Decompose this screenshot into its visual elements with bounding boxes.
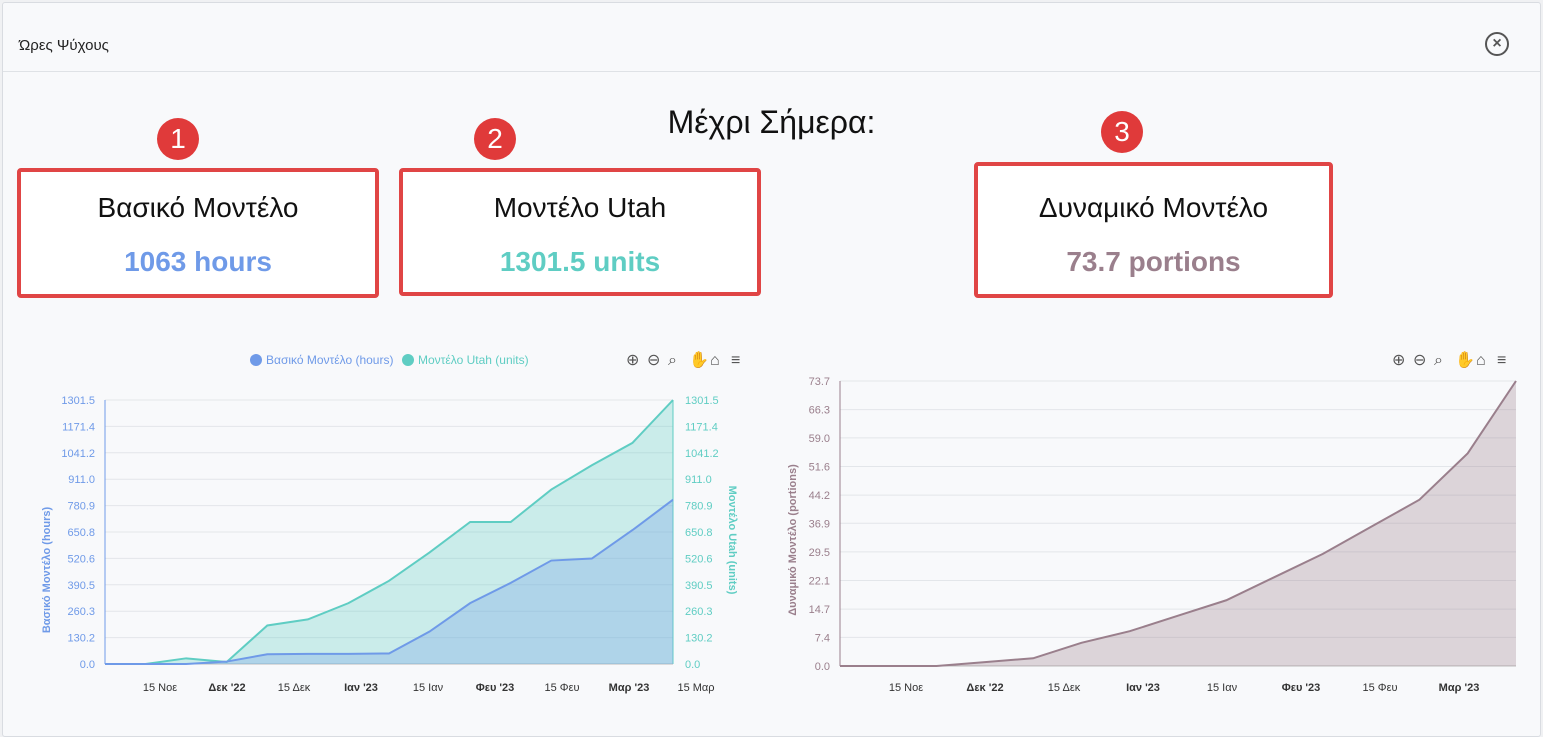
y-tick-label-right: 260.3 — [685, 606, 713, 618]
area-series — [105, 499, 673, 664]
x-tick-label: Μαρ '23 — [609, 682, 650, 694]
menu-icon[interactable]: ≡ — [1497, 352, 1506, 369]
card-value: 1063 hours — [124, 246, 272, 277]
pan-icon[interactable]: ✋ — [689, 350, 709, 369]
y-tick-label: 51.6 — [809, 461, 830, 473]
y-tick-label-right: 390.5 — [685, 580, 713, 592]
x-tick-label: 15 Δεκ — [278, 682, 311, 694]
x-tick-label: 15 Δεκ — [1048, 682, 1081, 694]
card-title: Μοντέλο Utah — [493, 192, 667, 223]
y-tick-label-left: 780.9 — [67, 501, 95, 513]
x-tick-label: 15 Φευ — [1363, 682, 1398, 694]
area-series — [105, 400, 673, 664]
x-tick-label: 15 Νοε — [143, 682, 177, 694]
chart-dynamic: ⊕ ⊖ ⌕ ✋ ⌂ ≡ 0.0 7.4 14.7 22.1 29.5 36.9 44.2 51.6 59.… — [787, 350, 1517, 694]
x-tick-label: 15 Νοε — [889, 682, 923, 694]
card-dynamic-model: Δυναμικό Μοντέλο 73.7 portions — [974, 162, 1333, 298]
x-tick-label: 15 Φευ — [545, 682, 580, 694]
badge-2: 2 — [474, 118, 516, 160]
home-icon[interactable]: ⌂ — [1476, 352, 1486, 369]
y-tick-label-left: 1171.4 — [62, 421, 95, 433]
line-series — [105, 399, 674, 665]
badge-3: 3 — [1101, 111, 1143, 153]
selection-zoom-icon[interactable]: ⌕ — [668, 352, 677, 369]
zoom-in-icon[interactable]: ⊕ — [1392, 352, 1405, 369]
zoom-out-icon[interactable]: ⊖ — [1413, 352, 1426, 369]
y-tick-label: 22.1 — [809, 576, 830, 588]
page-title: Μέχρι Σήμερα: — [667, 104, 876, 140]
y-tick-label-right: 780.9 — [685, 501, 713, 513]
y-tick-label-left: 390.5 — [67, 580, 95, 592]
y-tick-label-left: 1041.2 — [61, 448, 95, 460]
x-tick-label: 15 Ιαν — [413, 682, 444, 694]
y-tick-label: 7.4 — [815, 632, 830, 644]
y-tick-label-left: 911.0 — [68, 474, 95, 486]
y-tick-label-left: 650.8 — [67, 527, 95, 539]
x-tick-label: Δεκ '22 — [208, 682, 245, 694]
y-tick-label-right: 911.0 — [685, 474, 712, 486]
card-value: 1301.5 units — [499, 246, 661, 277]
chart-legend: Βασικό Μοντέλο (hours) Μοντέλο Utah (uni… — [250, 353, 529, 367]
y-tick-label: 66.3 — [809, 405, 830, 417]
legend-label-utah[interactable]: Μοντέλο Utah (units) — [418, 353, 529, 367]
x-tick-label: Φευ '23 — [1282, 682, 1321, 694]
y-axis-label-right: Μοντέλο Utah (units) — [726, 486, 738, 595]
y-tick-label: 29.5 — [809, 547, 830, 559]
y-tick-label-right: 130.2 — [685, 633, 713, 645]
x-tick-label: Δεκ '22 — [966, 682, 1003, 694]
area-series — [840, 381, 1516, 666]
legend-label-basic[interactable]: Βασικό Μοντέλο (hours) — [266, 353, 393, 367]
y-tick-label-left: 0.0 — [80, 659, 95, 671]
y-tick-label: 59.0 — [809, 433, 830, 445]
pan-icon[interactable]: ✋ — [1455, 350, 1475, 369]
y-tick-label: 44.2 — [809, 490, 830, 502]
y-tick-label-right: 1301.5 — [685, 395, 719, 407]
y-axis-label-left: Βασικό Μοντέλο (hours) — [41, 506, 53, 633]
card-utah-model: Μοντέλο Utah 1301.5 units — [399, 168, 761, 296]
card-title: Δυναμικό Μοντέλο — [1038, 192, 1269, 223]
legend-marker-basic — [250, 354, 262, 366]
zoom-in-icon[interactable]: ⊕ — [626, 352, 639, 369]
close-icon[interactable]: × — [1485, 32, 1509, 56]
card-value: 73.7 portions — [1066, 246, 1241, 277]
card-basic-model: Βασικό Μοντέλο 1063 hours — [17, 168, 379, 298]
y-tick-label-left: 520.6 — [67, 553, 95, 565]
card-title: Βασικό Μοντέλο — [97, 192, 299, 223]
y-tick-label-right: 0.0 — [685, 659, 700, 671]
line-series — [840, 380, 1517, 667]
chart-toolbar: ⊕ ⊖ ⌕ ✋ ⌂ ≡ — [1392, 350, 1506, 369]
y-tick-label-left: 1301.5 — [61, 395, 95, 407]
chart-basic-utah: Βασικό Μοντέλο (hours) Μοντέλο Utah (uni… — [41, 350, 740, 694]
x-tick-label: Φευ '23 — [476, 682, 515, 694]
x-tick-label: Μαρ '23 — [1439, 682, 1480, 694]
y-tick-label: 14.7 — [809, 604, 830, 616]
chart-toolbar: ⊕ ⊖ ⌕ ✋ ⌂ ≡ — [626, 350, 740, 369]
home-icon[interactable]: ⌂ — [710, 352, 720, 369]
menu-icon[interactable]: ≡ — [731, 352, 740, 369]
legend-marker-utah — [402, 354, 414, 366]
badge-1: 1 — [157, 118, 199, 160]
y-tick-label: 36.9 — [809, 518, 830, 530]
y-tick-label-right: 520.6 — [685, 553, 713, 565]
y-tick-label: 0.0 — [815, 661, 830, 673]
y-tick-label-left: 260.3 — [67, 606, 95, 618]
x-tick-label: Ιαν '23 — [1126, 682, 1160, 694]
y-tick-label: 73.7 — [809, 376, 830, 388]
y-tick-label-right: 1041.2 — [685, 448, 719, 460]
dialog-header: Ώρες Ψύχους × — [3, 3, 1540, 72]
y-tick-label-right: 1171.4 — [685, 421, 718, 433]
x-tick-label: Ιαν '23 — [344, 682, 378, 694]
y-axis-label: Δυναμικό Μοντέλο (portions) — [787, 464, 799, 616]
selection-zoom-icon[interactable]: ⌕ — [1434, 352, 1443, 369]
y-tick-label-left: 130.2 — [67, 633, 95, 645]
line-series — [105, 498, 674, 665]
dialog-title: Ώρες Ψύχους — [19, 37, 109, 54]
zoom-out-icon[interactable]: ⊖ — [647, 352, 660, 369]
x-tick-label: 15 Μαρ — [677, 682, 714, 694]
x-tick-label: 15 Ιαν — [1207, 682, 1238, 694]
y-tick-label-right: 650.8 — [685, 527, 713, 539]
